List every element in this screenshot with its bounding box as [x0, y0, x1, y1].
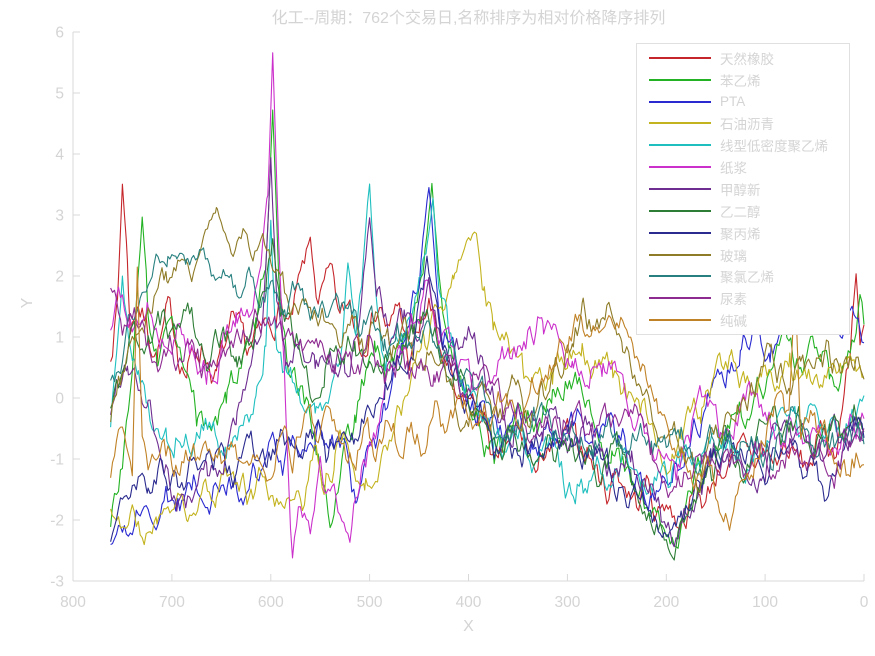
y-tick-label: 2: [55, 269, 64, 286]
x-tick-label: 200: [653, 594, 679, 611]
y-tick-label: 5: [55, 86, 64, 103]
legend-line-sample: [649, 122, 711, 125]
y-axis-label: Y: [19, 297, 36, 309]
y-tick-label: 4: [55, 147, 64, 164]
legend-item-label: 尿素: [720, 292, 747, 308]
legend-item-label: PTA: [720, 94, 746, 110]
legend-item-label: 甲醇新: [720, 182, 761, 198]
series-line-10: [110, 247, 865, 477]
legend-item-9: 玻璃: [637, 245, 849, 265]
x-tick-label: 400: [456, 594, 482, 611]
series-line-3: [110, 231, 865, 546]
series-line-8: [110, 255, 865, 542]
legend-item-label: 玻璃: [720, 248, 747, 264]
legend-item-5: 纸浆: [637, 157, 849, 177]
legend-item-label: 石油沥青: [720, 117, 774, 133]
series-line-1: [110, 109, 865, 549]
legend-item-label: 聚丙烯: [720, 226, 761, 242]
x-tick-label: 700: [159, 594, 185, 611]
legend-line-sample: [649, 297, 711, 300]
series-line-12: [110, 266, 865, 531]
series-line-11: [110, 287, 865, 499]
legend-item-label: 线型低密度聚乙烯: [720, 139, 828, 155]
legend-item-label: 纯碱: [720, 314, 747, 330]
legend-line-sample: [649, 144, 711, 147]
legend-item-7: 乙二醇: [637, 201, 849, 221]
legend-item-label: 天然橡胶: [720, 51, 774, 67]
legend-item-label: 苯乙烯: [720, 73, 761, 89]
legend-item-8: 聚丙烯: [637, 223, 849, 243]
legend-item-0: 天然橡胶: [637, 48, 849, 68]
legend-line-sample: [649, 56, 711, 59]
y-tick-label: -2: [50, 513, 64, 530]
y-tick-label: 3: [55, 208, 64, 225]
legend-item-label: 乙二醇: [720, 204, 761, 220]
legend-item-6: 甲醇新: [637, 179, 849, 199]
series-line-7: [110, 238, 865, 561]
x-tick-label: 800: [60, 594, 86, 611]
legend-item-1: 苯乙烯: [637, 70, 849, 90]
legend-item-11: 尿素: [637, 288, 849, 308]
legend-line-sample: [649, 166, 711, 169]
legend-line-sample: [649, 100, 711, 103]
legend-item-4: 线型低密度聚乙烯: [637, 135, 849, 155]
legend-line-sample: [649, 209, 711, 212]
legend-item-label: 聚氯乙烯: [720, 270, 774, 286]
series-line-9: [110, 206, 865, 494]
x-tick-label: 0: [860, 594, 869, 611]
chart-title: 化工--周期：762个交易日,名称排序为相对价格降序排列: [271, 10, 666, 27]
legend-line-sample: [649, 275, 711, 278]
y-tick-label: 1: [55, 330, 64, 347]
x-axis-label: X: [463, 618, 474, 635]
y-tick-label: 6: [55, 25, 64, 42]
x-tick-label: 600: [258, 594, 284, 611]
y-tick-label: -3: [50, 574, 64, 591]
x-tick-label: 300: [554, 594, 580, 611]
legend-box: 天然橡胶苯乙烯 PTA 石油沥青线型低密度聚乙烯 纸浆甲醇新乙二醇聚丙烯玻璃聚氯乙烯尿…: [636, 43, 850, 335]
legend-line-sample: [649, 253, 711, 256]
legend-line-sample: [649, 319, 711, 322]
legend-item-label: 纸浆: [720, 161, 747, 177]
legend-item-2: PTA: [637, 92, 849, 112]
legend-item-10: 聚氯乙烯: [637, 266, 849, 286]
x-tick-label: 500: [357, 594, 383, 611]
y-tick-label: 0: [55, 391, 64, 408]
legend-line-sample: [649, 187, 711, 190]
legend-line-sample: [649, 78, 711, 81]
y-tick-label: -1: [50, 452, 64, 469]
legend-item-12: 纯碱: [637, 310, 849, 330]
x-tick-label: 100: [752, 594, 778, 611]
legend-line-sample: [649, 231, 711, 234]
legend-item-3: 石油沥青: [637, 113, 849, 133]
